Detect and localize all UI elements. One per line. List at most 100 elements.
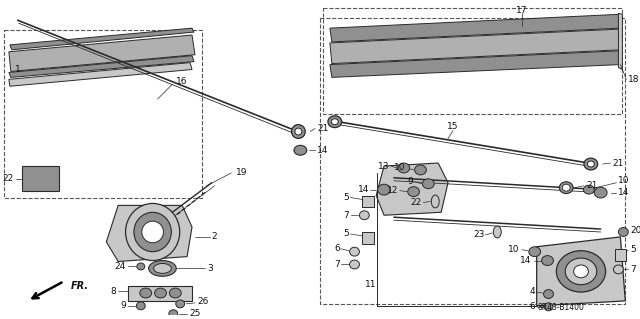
Polygon shape <box>9 63 192 86</box>
Ellipse shape <box>618 227 628 236</box>
Text: FR.: FR. <box>71 281 89 291</box>
Ellipse shape <box>565 258 596 285</box>
Ellipse shape <box>529 247 541 256</box>
Text: 14: 14 <box>358 185 369 194</box>
Polygon shape <box>330 14 620 42</box>
Text: 3: 3 <box>207 264 212 273</box>
Ellipse shape <box>295 128 302 135</box>
Text: 14: 14 <box>520 256 532 265</box>
Polygon shape <box>10 28 194 50</box>
Ellipse shape <box>148 261 176 276</box>
Text: 10: 10 <box>508 245 520 254</box>
Text: 26: 26 <box>197 297 209 306</box>
Text: 15: 15 <box>447 122 459 131</box>
Text: 10: 10 <box>394 163 406 173</box>
Polygon shape <box>9 56 194 78</box>
Text: 19: 19 <box>236 168 248 177</box>
Text: 6: 6 <box>334 244 340 253</box>
Text: 22: 22 <box>410 198 422 207</box>
Ellipse shape <box>176 300 184 308</box>
Polygon shape <box>330 51 620 78</box>
Ellipse shape <box>584 185 595 194</box>
Ellipse shape <box>332 119 339 125</box>
Text: 11: 11 <box>365 280 376 289</box>
Text: 14: 14 <box>618 188 630 197</box>
Text: 20: 20 <box>630 226 640 234</box>
Text: 2: 2 <box>212 233 218 241</box>
Ellipse shape <box>573 265 588 278</box>
Ellipse shape <box>137 263 145 270</box>
Ellipse shape <box>360 211 369 220</box>
Ellipse shape <box>595 187 607 198</box>
Text: 8: 8 <box>111 286 116 296</box>
Text: 4: 4 <box>529 286 534 296</box>
Ellipse shape <box>125 204 180 261</box>
Text: 1: 1 <box>15 65 20 74</box>
Text: 18: 18 <box>628 75 640 84</box>
Polygon shape <box>362 196 374 207</box>
Ellipse shape <box>136 302 145 310</box>
Text: 14: 14 <box>317 146 328 155</box>
Ellipse shape <box>349 260 360 269</box>
Text: 21: 21 <box>612 159 624 167</box>
Text: 6: 6 <box>529 302 534 311</box>
Ellipse shape <box>378 184 390 195</box>
Ellipse shape <box>398 163 410 173</box>
Text: 24: 24 <box>115 262 126 271</box>
Ellipse shape <box>588 161 595 167</box>
Polygon shape <box>376 163 448 215</box>
Text: 13: 13 <box>378 161 389 170</box>
Ellipse shape <box>328 116 342 128</box>
Polygon shape <box>616 249 627 261</box>
Ellipse shape <box>541 256 554 265</box>
Text: 7: 7 <box>334 260 340 269</box>
Ellipse shape <box>543 290 554 299</box>
Ellipse shape <box>155 288 166 298</box>
Ellipse shape <box>134 212 172 252</box>
Ellipse shape <box>493 226 501 238</box>
Polygon shape <box>106 205 192 262</box>
Text: 23: 23 <box>473 230 484 240</box>
Text: 7: 7 <box>630 265 636 274</box>
Ellipse shape <box>544 303 553 311</box>
Text: 5: 5 <box>630 245 636 254</box>
Ellipse shape <box>169 310 178 318</box>
Text: 8R43-B1400: 8R43-B1400 <box>538 303 585 312</box>
Text: 7: 7 <box>343 211 349 220</box>
Text: 21: 21 <box>586 181 597 190</box>
Ellipse shape <box>431 195 439 208</box>
Ellipse shape <box>294 145 307 155</box>
Text: 12: 12 <box>387 186 399 195</box>
Ellipse shape <box>559 182 573 194</box>
Ellipse shape <box>563 184 570 191</box>
Ellipse shape <box>556 251 605 292</box>
Text: 5: 5 <box>343 193 349 202</box>
Ellipse shape <box>408 187 419 197</box>
Ellipse shape <box>154 263 172 273</box>
Polygon shape <box>618 13 622 70</box>
Text: 10: 10 <box>618 176 630 185</box>
Text: 9: 9 <box>408 177 413 186</box>
Polygon shape <box>330 29 620 63</box>
Ellipse shape <box>170 288 181 298</box>
Polygon shape <box>128 286 192 301</box>
Ellipse shape <box>349 247 360 256</box>
Polygon shape <box>537 237 625 306</box>
Ellipse shape <box>415 165 426 175</box>
Ellipse shape <box>422 179 435 189</box>
Ellipse shape <box>291 125 305 138</box>
Ellipse shape <box>614 265 623 274</box>
Polygon shape <box>362 232 374 244</box>
Ellipse shape <box>142 221 163 243</box>
Text: 25: 25 <box>189 309 200 318</box>
Text: 5: 5 <box>343 229 349 238</box>
Ellipse shape <box>140 288 152 298</box>
Text: 9: 9 <box>120 301 126 310</box>
Ellipse shape <box>584 158 598 170</box>
Text: 17: 17 <box>516 6 527 15</box>
Text: 22: 22 <box>3 174 14 183</box>
Polygon shape <box>9 35 195 71</box>
Text: 16: 16 <box>177 77 188 86</box>
Polygon shape <box>22 166 59 191</box>
Text: 21: 21 <box>317 124 328 133</box>
